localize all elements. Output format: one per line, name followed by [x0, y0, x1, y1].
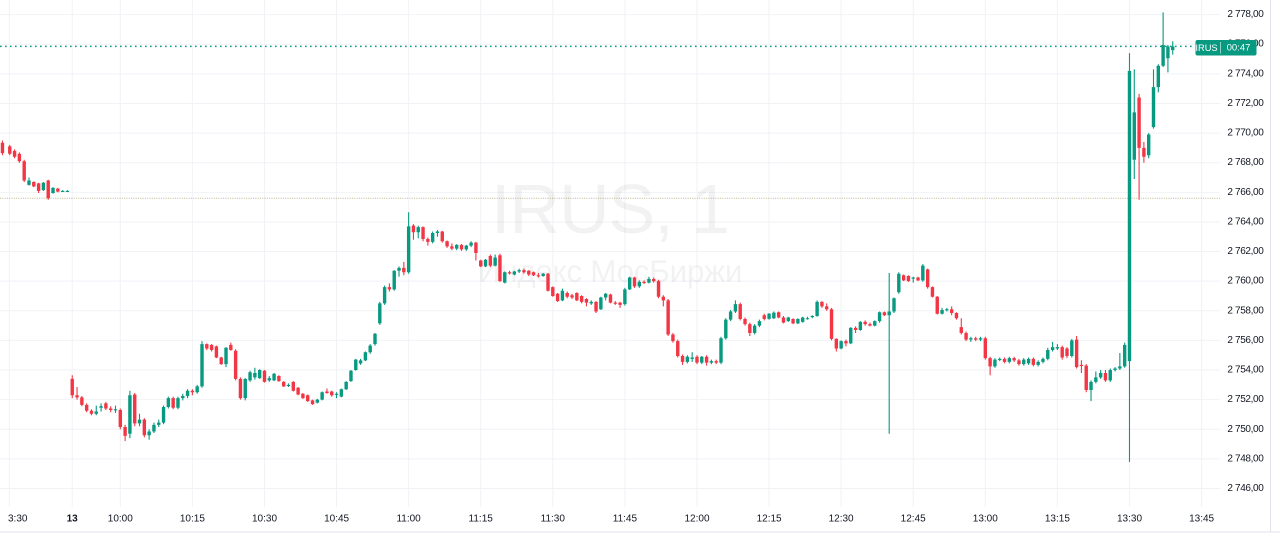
svg-text:IRUS: IRUS	[1195, 43, 1217, 53]
svg-text:2 770,00: 2 770,00	[1227, 128, 1264, 139]
svg-text:2 756,00: 2 756,00	[1227, 335, 1264, 346]
svg-text:10:00: 10:00	[108, 514, 133, 525]
svg-text:13:30: 13:30	[1117, 514, 1142, 525]
svg-text:13: 13	[67, 514, 79, 525]
svg-text:2 748,00: 2 748,00	[1227, 453, 1264, 464]
svg-text:2 746,00: 2 746,00	[1227, 483, 1264, 494]
svg-text:IRUS, 1: IRUS, 1	[491, 170, 729, 248]
svg-text:2 764,00: 2 764,00	[1227, 216, 1264, 227]
svg-text:2 758,00: 2 758,00	[1227, 305, 1264, 316]
svg-text:13:15: 13:15	[1045, 514, 1070, 525]
svg-text:3:30: 3:30	[8, 514, 28, 525]
svg-text:2 772,00: 2 772,00	[1227, 98, 1264, 109]
svg-text:12:45: 12:45	[901, 514, 926, 525]
svg-text:2 752,00: 2 752,00	[1227, 394, 1264, 405]
svg-text:2 774,00: 2 774,00	[1227, 68, 1264, 79]
svg-text:2 760,00: 2 760,00	[1227, 276, 1264, 287]
svg-text:12:30: 12:30	[829, 514, 854, 525]
svg-text:10:45: 10:45	[324, 514, 349, 525]
svg-text:2 762,00: 2 762,00	[1227, 246, 1264, 257]
svg-text:Индекс МосБиржи: Индекс МосБиржи	[478, 253, 742, 289]
svg-text:10:30: 10:30	[252, 514, 277, 525]
svg-text:2 768,00: 2 768,00	[1227, 157, 1264, 168]
svg-text:12:00: 12:00	[684, 514, 709, 525]
svg-text:11:45: 11:45	[613, 514, 638, 525]
svg-text:12:15: 12:15	[757, 514, 782, 525]
svg-text:13:45: 13:45	[1189, 514, 1214, 525]
svg-text:2 778,00: 2 778,00	[1227, 9, 1264, 20]
svg-text:13:00: 13:00	[973, 514, 998, 525]
svg-text:11:30: 11:30	[541, 514, 566, 525]
svg-text:2 754,00: 2 754,00	[1227, 365, 1264, 376]
svg-text:11:00: 11:00	[396, 514, 421, 525]
svg-text:2 766,00: 2 766,00	[1227, 187, 1264, 198]
svg-text:11:15: 11:15	[469, 514, 494, 525]
svg-text:00:47: 00:47	[1227, 43, 1251, 54]
svg-text:10:15: 10:15	[180, 514, 205, 525]
svg-text:2 750,00: 2 750,00	[1227, 424, 1264, 435]
